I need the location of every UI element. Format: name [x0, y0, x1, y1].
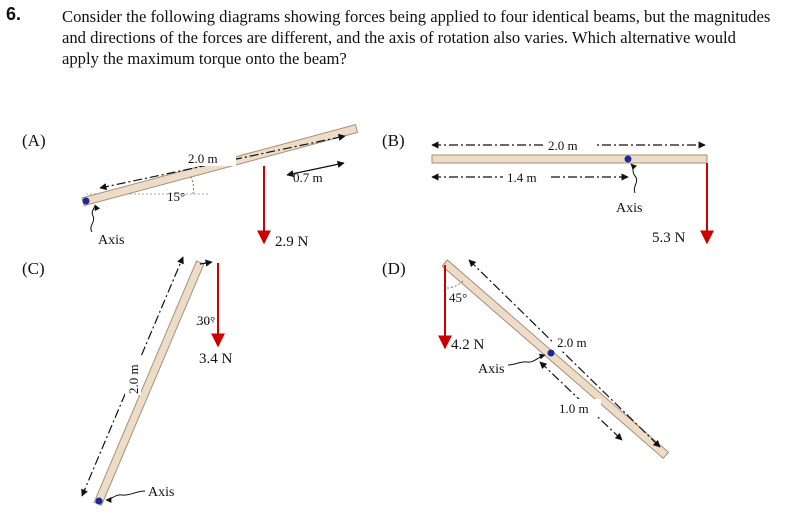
- panel-d-length-label: 2.0 m: [557, 335, 587, 350]
- panel-c-label: (C): [22, 259, 45, 278]
- panel-b-axis-point: [624, 155, 632, 163]
- panel-c: (C) 2.0 m 30° 3.4 N Axis: [22, 256, 233, 506]
- question-text: Consider the following diagrams showing …: [62, 7, 771, 68]
- panel-c-length-mask: [125, 355, 141, 395]
- panel-d-axis-label: Axis: [478, 362, 504, 377]
- panel-b-axis-pointer: [630, 163, 638, 194]
- panel-a-force-label: 2.9 N: [275, 234, 309, 250]
- panel-b-label: (B): [382, 131, 405, 150]
- panel-d-beam: [441, 259, 670, 459]
- panel-d-offset-label: 1.0 m: [559, 401, 589, 416]
- panel-a-axis-pointer: [90, 204, 101, 233]
- panel-a-length-mask: [186, 149, 236, 166]
- panel-a-axis-label: Axis: [98, 233, 124, 248]
- panel-d: (D) 45° 4.2 N 2.0 m 1.0 m Axis: [382, 259, 670, 459]
- panel-a-angle-arc: [189, 174, 194, 195]
- panel-d-length-dimension: [468, 259, 661, 448]
- panel-b-axis-label: Axis: [616, 201, 642, 216]
- panel-b-offset-label: 1.4 m: [507, 170, 537, 185]
- panel-a-label: (A): [22, 131, 46, 150]
- panel-d-force-label: 4.2 N: [451, 337, 485, 353]
- panel-c-axis-label: Axis: [148, 485, 174, 500]
- panel-a: (A) 2.0 m 0.7 m 15° 2.9 N Axis: [22, 124, 359, 250]
- panel-a-offset-dimension: [286, 160, 345, 178]
- panel-c-force-label: 3.4 N: [199, 351, 233, 367]
- panel-c-angle-label: 30°: [197, 313, 215, 328]
- panel-b-offset-mask: [503, 169, 549, 185]
- panel-d-label: (D): [382, 259, 406, 278]
- panel-a-angle-label: 15°: [167, 189, 185, 204]
- panel-b-length-mask: [544, 137, 594, 153]
- panel-b: (B) 2.0 m 1.4 m Axis 5.3 N: [382, 131, 714, 246]
- question-number: 6.: [6, 4, 22, 24]
- panel-c-angle-arc: [195, 321, 215, 326]
- panel-d-axis-pointer: [507, 353, 546, 366]
- panel-d-angle-label: 45°: [449, 290, 467, 305]
- panel-a-offset-label: 0.7 m: [293, 170, 323, 185]
- panel-b-beam: [431, 154, 708, 164]
- panel-c-length-label: 2.0 m: [126, 364, 141, 394]
- panel-c-axis-pointer: [105, 490, 146, 503]
- panel-d-axis-point: [547, 349, 555, 357]
- panel-c-top-tick-arrow: [199, 259, 213, 267]
- panel-d-offset-mask: [555, 399, 601, 416]
- panel-d-angle-arc: [446, 280, 464, 289]
- panel-b-length-label: 2.0 m: [548, 138, 578, 153]
- panel-d-length-mask: [553, 333, 599, 350]
- panel-c-beam: [93, 260, 205, 506]
- panel-b-force-label: 5.3 N: [652, 230, 686, 246]
- panel-a-length-label: 2.0 m: [188, 151, 218, 166]
- panel-c-axis-point: [95, 497, 103, 505]
- panel-a-axis-point: [82, 197, 90, 205]
- panel-c-length-dimension: [81, 256, 184, 497]
